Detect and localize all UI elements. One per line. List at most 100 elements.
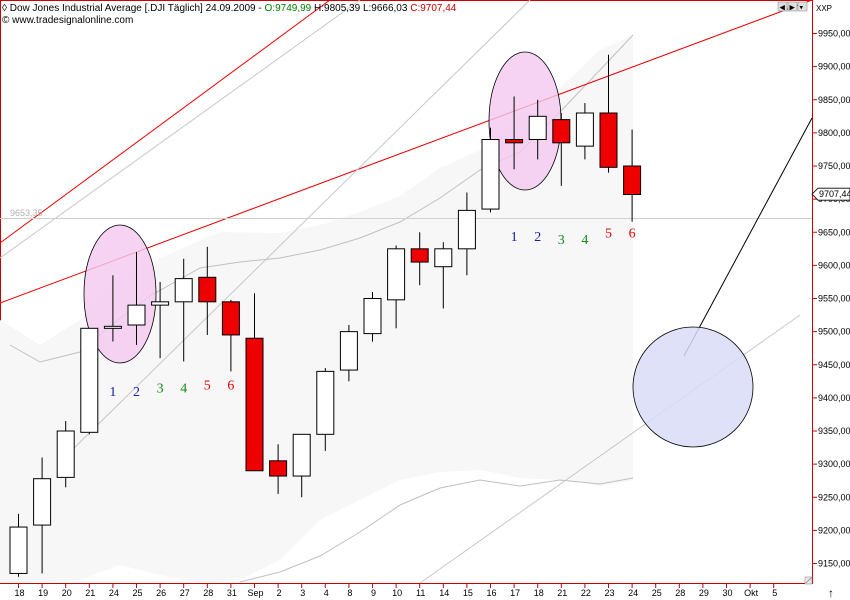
candle-body xyxy=(316,370,335,435)
x-tick-label: Sep xyxy=(247,588,263,598)
candle xyxy=(198,246,217,335)
x-tick-label: 25 xyxy=(132,588,142,598)
x-tick-label: 16 xyxy=(486,588,496,598)
candle-body xyxy=(174,278,193,303)
y-tick-label: 9500,00 xyxy=(818,327,850,337)
reference-level-label: 9653,35 xyxy=(10,208,43,218)
y-tick-label: 9950,00 xyxy=(818,29,850,39)
candle-body xyxy=(552,119,571,144)
y-tick-label: 9200,00 xyxy=(818,525,850,535)
scroll-left-button[interactable] xyxy=(777,1,788,12)
y-tick-label: 9800,00 xyxy=(818,128,850,138)
x-tick-label: 23 xyxy=(604,588,614,598)
candle-body xyxy=(127,304,146,326)
lower-band-line xyxy=(239,477,634,583)
y-tick-label: 9650,00 xyxy=(818,227,850,237)
candle xyxy=(127,252,146,345)
wave-count-label: 5 xyxy=(204,378,211,393)
candle xyxy=(103,275,122,342)
x-tick-label: 5 xyxy=(772,588,777,598)
y-tick-label: 9400,00 xyxy=(818,393,850,403)
candle xyxy=(9,513,28,577)
wave-count-label: 4 xyxy=(581,233,588,248)
arrow-left-icon: ◀ xyxy=(780,5,786,12)
x-tick-label: Okt xyxy=(744,588,759,598)
grey-diagonal-line xyxy=(69,0,531,453)
candle-body xyxy=(528,115,547,140)
candle-body xyxy=(505,139,524,144)
candle xyxy=(151,281,170,359)
x-tick-label: 26 xyxy=(156,588,166,598)
candle-body xyxy=(599,112,618,168)
wave-count-label: 3 xyxy=(157,382,164,397)
candle xyxy=(505,96,524,170)
options-button[interactable] xyxy=(797,1,808,12)
wave-count-label: 2 xyxy=(534,230,541,245)
x-tick-label: 24 xyxy=(628,588,638,598)
wave-count-label: 1 xyxy=(109,385,116,400)
y-tick-label: 9600,00 xyxy=(818,260,850,270)
x-tick-label: 4 xyxy=(324,588,329,598)
x-tick-label: 2 xyxy=(277,588,282,598)
candle xyxy=(174,258,193,362)
copyright-icon: © xyxy=(2,15,12,26)
x-tick-label: 18 xyxy=(14,588,24,598)
x-tick-label: 28 xyxy=(203,588,213,598)
candle xyxy=(552,113,571,186)
candle-body xyxy=(457,209,476,250)
chart-header: ◊ Dow Jones Industrial Average [.DJI Täg… xyxy=(2,3,457,26)
y-tick-label: 9550,00 xyxy=(818,294,850,304)
wave-count-labels: 1 2 3 4 5 6 1 2 3 4 5 6 xyxy=(109,227,635,400)
x-tick-label: 9 xyxy=(371,588,376,598)
website-label: www.tradesignalonline.com xyxy=(11,15,133,26)
wave-count-label: 5 xyxy=(605,227,612,242)
x-tick-label: 18 xyxy=(534,588,544,598)
grey-parallel-upper xyxy=(0,0,361,259)
x-tick-label: 30 xyxy=(722,588,732,598)
candle-body xyxy=(623,165,642,195)
band-fill xyxy=(0,35,633,583)
y-tick-label: 9900,00 xyxy=(818,62,850,72)
price-axis: 9150,00 9200,00 9250,00 9300,00 9350,00 9400,… xyxy=(811,29,850,569)
candle xyxy=(599,54,618,173)
wave-count-label: 6 xyxy=(227,378,234,393)
candle-body xyxy=(151,301,170,306)
candle-body xyxy=(339,331,358,371)
x-tick-label: 24 xyxy=(109,588,119,598)
candle xyxy=(33,457,52,574)
diamond-icon: ◊ xyxy=(2,3,10,14)
x-tick-label: 28 xyxy=(675,588,685,598)
date-axis: 18 19 20 21 24 25 26 27 28 31 Sep 2 3 4 8 9 10 11 14 15 16 17… xyxy=(14,584,777,598)
candle-body xyxy=(221,301,240,336)
x-tick-label: 22 xyxy=(581,588,591,598)
y-tick-label: 9250,00 xyxy=(818,492,850,502)
candle xyxy=(56,421,75,488)
window-controls: ◀ ▶ ▾ XXP ↑ xyxy=(777,1,834,600)
arrow-right-icon: ▶ xyxy=(790,5,796,12)
trend-lines: 9653,35 xyxy=(0,0,813,584)
candle xyxy=(410,232,429,286)
candle xyxy=(269,444,288,494)
candle xyxy=(221,299,240,372)
candle-body xyxy=(9,526,28,574)
candle-body xyxy=(245,337,264,472)
y-tick-label: 9300,00 xyxy=(818,459,850,469)
scroll-right-button[interactable] xyxy=(787,1,798,12)
candle xyxy=(80,327,99,435)
candle-body xyxy=(387,248,406,301)
candle-body xyxy=(80,327,99,433)
expand-arrow-icon[interactable]: ↑ xyxy=(828,586,834,600)
wave-count-label: 4 xyxy=(180,382,187,397)
x-tick-label: 17 xyxy=(510,588,520,598)
x-tick-label: 27 xyxy=(180,588,190,598)
x-tick-label: 21 xyxy=(85,588,95,598)
candle-body xyxy=(269,460,288,477)
x-tick-label: 29 xyxy=(699,588,709,598)
candle-body xyxy=(103,325,122,329)
highlight-ellipse-left xyxy=(83,224,157,364)
header-open: O:9749,99 xyxy=(265,3,312,14)
candle xyxy=(623,129,642,222)
x-tick-label: 3 xyxy=(300,588,305,598)
x-tick-label: 15 xyxy=(463,588,473,598)
